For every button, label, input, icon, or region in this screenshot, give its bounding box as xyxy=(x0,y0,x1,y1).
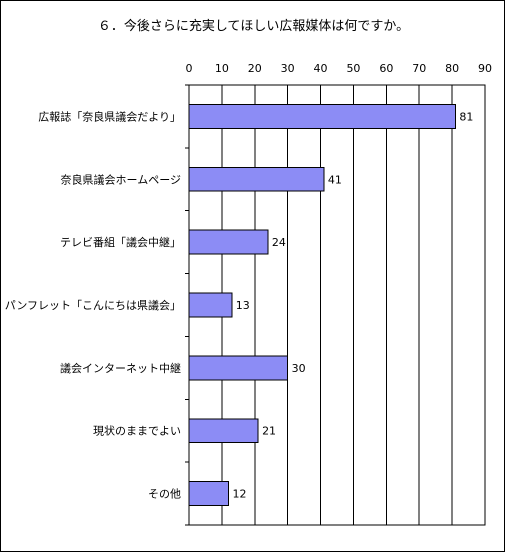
bar xyxy=(188,229,269,255)
bar xyxy=(188,166,325,192)
category-label: その他 xyxy=(148,488,181,501)
category-label: 広報誌「奈良県議会だより」 xyxy=(38,109,181,123)
category-label: パンフレット「こんにちは県議会」 xyxy=(5,298,181,312)
bar xyxy=(188,103,456,129)
bar xyxy=(188,418,259,444)
category-label: 奈良県議会ホームページ xyxy=(61,172,181,186)
data-label: 81 xyxy=(459,110,473,123)
x-tick-label: 80 xyxy=(445,62,459,75)
x-tick-label: 20 xyxy=(248,62,262,75)
x-tick-label: 50 xyxy=(346,62,360,75)
data-label: 24 xyxy=(272,236,286,249)
data-label: 30 xyxy=(292,362,306,375)
category-label: テレビ番組「議会中継」 xyxy=(60,235,181,249)
x-tick-label: 40 xyxy=(314,62,328,75)
data-label: 21 xyxy=(262,425,276,438)
x-tick-label: 60 xyxy=(379,62,393,75)
x-tick-label: 90 xyxy=(478,62,492,75)
bar xyxy=(188,355,289,381)
bar xyxy=(188,292,233,318)
plot-border xyxy=(188,84,486,526)
x-tick-label: 10 xyxy=(215,62,229,75)
data-label: 13 xyxy=(236,299,250,312)
data-label: 12 xyxy=(232,488,246,501)
category-label: 現状のままでよい xyxy=(93,424,181,438)
data-label: 41 xyxy=(328,173,342,186)
chart-title: ６．今後さらに充実してほしい広報媒体は何ですか。 xyxy=(97,19,410,34)
x-tick-label: 0 xyxy=(186,62,193,75)
x-tick-label: 70 xyxy=(412,62,426,75)
bar xyxy=(188,481,229,507)
x-tick-label: 30 xyxy=(281,62,295,75)
category-label: 議会インターネット中継 xyxy=(60,361,181,375)
